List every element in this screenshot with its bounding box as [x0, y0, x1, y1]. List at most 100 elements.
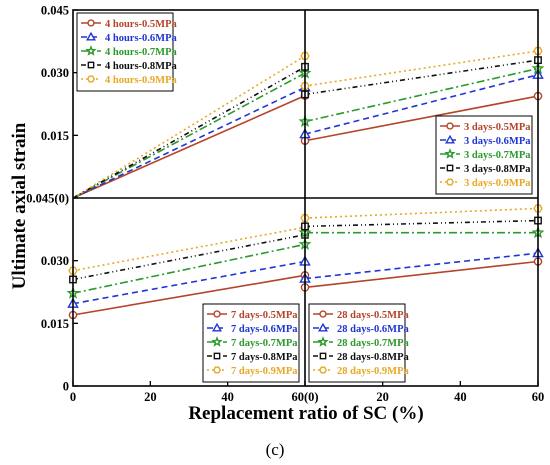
legend-label: 28 days-0.7MPa [337, 338, 409, 349]
series-line [304, 252, 539, 280]
tick-layer: 0.045 0.030 0.015 0.045(0) 0.030 0.015 00 20 40 6… [26, 4, 544, 405]
legend-item: 7 days-0.5MPa [207, 310, 298, 321]
x-tick-label: 60(0) [291, 390, 318, 404]
legend-label: 7 days-0.9MPa [231, 366, 298, 377]
series-3-days-0-6mpa [299, 68, 544, 139]
legend-swatch-marker [211, 322, 223, 332]
legend-item: 28 days-0.9MPa [313, 366, 409, 377]
y-tick-label: 0.045(0) [26, 192, 69, 206]
legend-label: 7 days-0.6MPa [231, 324, 298, 335]
legend-item: 4 hours-0.9MPa [81, 75, 177, 86]
series-line [304, 59, 539, 96]
legend-item: 4 hours-0.5MPa [81, 19, 177, 30]
legend-label: 3 days-0.8MPa [464, 164, 531, 175]
legend-swatch-marker [213, 310, 221, 318]
y-tick-label: 0.030 [41, 254, 69, 268]
legend-item: 28 days-0.6MPa [313, 322, 409, 335]
x-axis-title: Replacement ratio of SC (%) [188, 403, 423, 424]
x-tick-label: 20 [144, 390, 157, 404]
series-line [304, 260, 539, 289]
y-tick-label: 0 [63, 380, 69, 394]
legend-swatch-marker [87, 19, 95, 27]
legend-swatch-marker [87, 61, 95, 69]
series-line [72, 243, 306, 295]
legend-swatch-marker [444, 148, 456, 159]
legend-item: 4 hours-0.6MPa [81, 31, 177, 44]
legend-top-right: 3 days-0.5MPa 3 days-0.6MPa 3 days-0.7MPa 3… [435, 115, 533, 195]
legend-label: 3 days-0.7MPa [464, 150, 531, 161]
y-axis-title: Ultimate axial strain [9, 122, 30, 289]
legend-swatch-marker [85, 45, 97, 56]
series-line [304, 207, 539, 219]
legend-item: 3 days-0.8MPa [440, 164, 531, 175]
legend-item: 7 days-0.6MPa [207, 322, 298, 335]
legend-label: 7 days-0.5MPa [231, 310, 298, 321]
legend-label: 28 days-0.6MPa [337, 324, 409, 335]
series-line [304, 50, 539, 87]
legend-label: 28 days-0.9MPa [337, 366, 409, 377]
legend-swatch-marker [86, 75, 96, 83]
legend-swatch-marker [85, 31, 97, 41]
legend-label: 3 days-0.9MPa [464, 178, 531, 189]
legend-item: 3 days-0.7MPa [440, 148, 531, 161]
series-4-hours-0-9mpa [72, 51, 310, 199]
legend-label: 3 days-0.5MPa [464, 122, 531, 133]
legend-item: 4 hours-0.7MPa [81, 45, 177, 58]
legend-label: 7 days-0.7MPa [231, 338, 298, 349]
legend-label: 4 hours-0.8MPa [105, 61, 177, 72]
legend-bottom-left: 7 days-0.5MPa 7 days-0.6MPa 7 days-0.7MPa 7… [202, 303, 300, 383]
series-line [72, 86, 306, 199]
x-tick-label: 40 [221, 390, 234, 404]
series-line [304, 95, 539, 142]
legend-swatch-marker [446, 122, 454, 130]
series-line [72, 55, 306, 199]
series-line [72, 72, 306, 199]
series-line [72, 233, 306, 281]
legend-item: 7 days-0.9MPa [207, 366, 298, 377]
series-line [72, 94, 306, 199]
series-line [304, 67, 539, 123]
legend-label: 28 days-0.8MPa [337, 352, 409, 363]
legend-label: 3 days-0.6MPa [464, 136, 531, 147]
legend-label: 4 hours-0.9MPa [105, 75, 177, 86]
legend-swatch-marker [317, 322, 329, 332]
legend-item: 4 hours-0.8MPa [81, 61, 177, 72]
legend-label: 4 hours-0.7MPa [105, 47, 177, 58]
legend-item: 28 days-0.8MPa [313, 352, 409, 363]
legend-bottom-right: 28 days-0.5MPa 28 days-0.6MPa 28 days-0.7M… [308, 303, 409, 383]
series-line [304, 73, 539, 135]
legend-swatch-marker [212, 366, 222, 374]
series-line [72, 226, 306, 272]
legend-swatch-marker [318, 366, 328, 374]
y-tick-label: 0.030 [41, 66, 69, 80]
legend-swatch-marker [213, 352, 221, 360]
legend-swatch-marker [211, 336, 223, 347]
legend-label: 28 days-0.5MPa [337, 310, 409, 321]
y-tick-label: 0.015 [41, 317, 69, 331]
figure-caption: (c) [266, 440, 285, 459]
legend-item: 3 days-0.5MPa [440, 122, 531, 133]
x-tick-label: 0 [70, 390, 76, 404]
legend-label: 4 hours-0.5MPa [105, 19, 177, 30]
legend-layer: 4 hours-0.5MPa 4 hours-0.6MPa 4 hours-0.7M… [76, 12, 533, 383]
y-tick-label: 0.015 [41, 129, 69, 143]
legend-swatch-marker [446, 164, 454, 172]
legend-item: 3 days-0.9MPa [440, 178, 531, 189]
legend-item: 28 days-0.7MPa [313, 336, 409, 349]
series-line [72, 274, 306, 316]
x-tick-label: 40 [454, 390, 467, 404]
legend-swatch-marker [444, 134, 456, 144]
legend-swatch-marker [317, 336, 329, 347]
legend-top-left: 4 hours-0.5MPa 4 hours-0.6MPa 4 hours-0.7M… [76, 12, 177, 92]
legend-item: 28 days-0.5MPa [313, 310, 409, 321]
legend-item: 7 days-0.7MPa [207, 336, 298, 349]
y-tick-label: 0.045 [41, 4, 69, 18]
panel-top-right [298, 46, 545, 146]
x-tick-label: 60 [532, 390, 545, 404]
legend-item: 7 days-0.8MPa [207, 352, 298, 363]
legend-swatch-marker [319, 352, 327, 360]
legend-swatch-marker [445, 178, 455, 186]
legend-label: 7 days-0.8MPa [231, 352, 298, 363]
x-tick-label: 20 [376, 390, 389, 404]
